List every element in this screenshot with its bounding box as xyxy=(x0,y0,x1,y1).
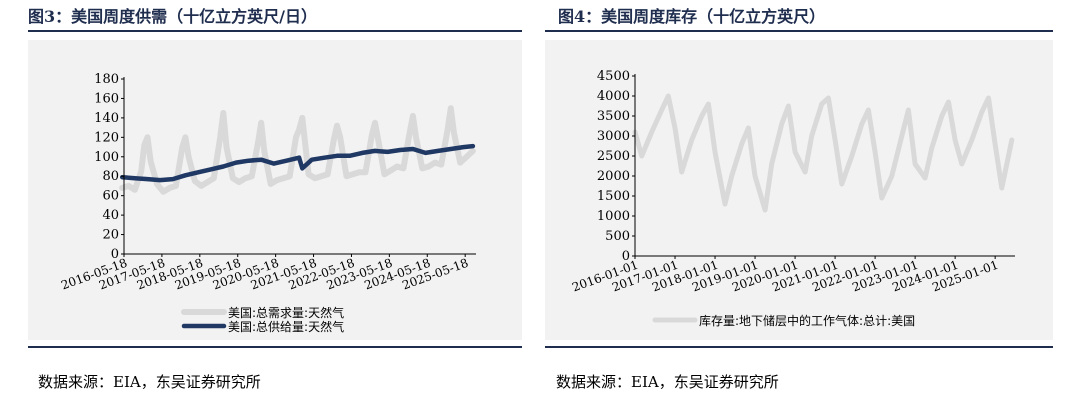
series-0-0-line xyxy=(119,105,476,195)
y-tick-label: 2000 xyxy=(597,169,630,184)
y-tick-label: 80 xyxy=(102,169,119,184)
figure-3-panel: 图3：美国周度供需（十亿立方英尺/日） 0 20 40 60 80 100 120 140 16… xyxy=(28,7,522,391)
y-tick-label: 180 xyxy=(94,72,119,87)
series-1-0-line xyxy=(632,93,1015,213)
y-tick-label: 120 xyxy=(94,130,119,145)
y-tick-label: 1500 xyxy=(597,189,630,204)
figure-4-chart-area: 0 500 1000 1500 2000 2500 3000 3500 4000 4500 2016… xyxy=(545,40,1053,340)
y-tick-label: 100 xyxy=(94,150,119,165)
series-0-1-line xyxy=(119,143,476,183)
figure-4-title: 图4：美国周度库存（十亿立方英尺） xyxy=(558,7,826,26)
y-tick-label: 20 xyxy=(102,228,119,243)
y-tick-label: 2500 xyxy=(597,149,630,164)
y-tick-label: 4500 xyxy=(597,69,630,84)
y-tick-label: 3500 xyxy=(597,109,630,124)
y-tick-label: 3000 xyxy=(597,129,630,144)
figure-3-source-note: 数据来源：EIA，东吴证券研究所 xyxy=(38,373,261,391)
y-tick-label: 140 xyxy=(94,111,119,126)
y-tick-label: 60 xyxy=(102,189,119,204)
figure-4-panel: 图4：美国周度库存（十亿立方英尺） 0 500 1000 1500 2000 2500 30… xyxy=(540,0,1080,406)
figure-3-title: 图3：美国周度供需（十亿立方英尺/日） xyxy=(28,7,317,26)
legend-label-1: 美国:总供给量:天然气 xyxy=(228,319,344,334)
figure-3-chart-area: 0 20 40 60 80 100 120 140 160 180 2016-05-18 2017-0… xyxy=(28,40,522,340)
y-tick-label: 40 xyxy=(102,208,119,223)
figure-4-top-rule xyxy=(545,30,1053,32)
figure-3-bottom-rule xyxy=(28,346,522,348)
legend-label-0: 美国:总需求量:天然气 xyxy=(228,305,344,320)
figure-3-top-rule xyxy=(28,30,522,32)
y-tick-label: 4000 xyxy=(597,89,630,104)
y-tick-label: 0 xyxy=(622,249,630,264)
storage-chart: 0500100015002000250030003500400045002016… xyxy=(570,69,1015,328)
y-tick-label: 0 xyxy=(111,247,119,262)
y-tick-label: 1000 xyxy=(597,209,630,224)
supply-demand-chart: 0204060801001201401601802016-05-182017-0… xyxy=(59,72,476,334)
legend-label-0: 库存量:地下储层中的工作气体:总计:美国 xyxy=(699,313,915,328)
figure-4-bottom-rule xyxy=(545,346,1053,348)
figure-4-source-note: 数据来源：EIA，东吴证券研究所 xyxy=(556,373,779,391)
y-tick-label: 160 xyxy=(94,91,119,106)
y-tick-label: 500 xyxy=(605,229,630,244)
